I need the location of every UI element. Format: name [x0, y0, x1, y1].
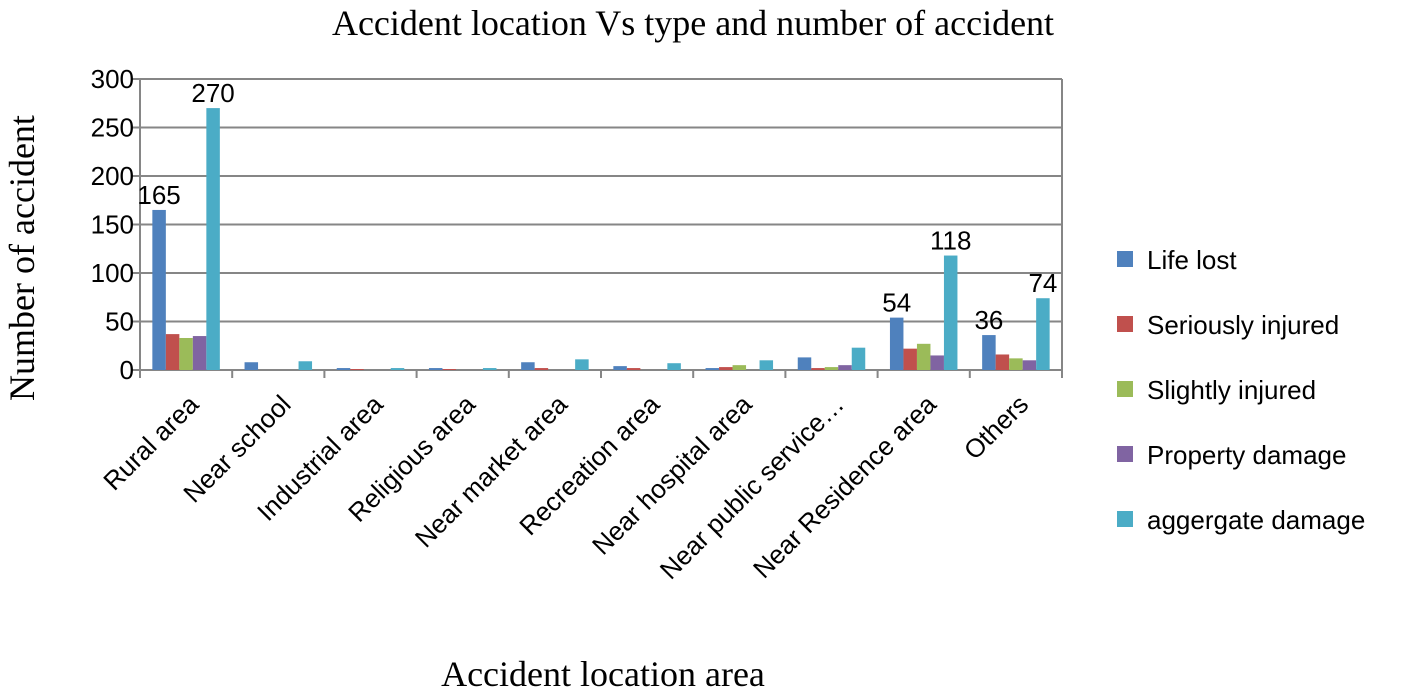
- bar: [759, 360, 774, 370]
- legend-label: Seriously injured: [1147, 310, 1339, 340]
- y-tick-label: 100: [91, 258, 134, 288]
- bar: [390, 368, 405, 370]
- x-tick-label: Near public service…: [654, 389, 850, 585]
- data-label: 118: [930, 226, 971, 256]
- bar: [930, 355, 944, 370]
- y-tick-label: 250: [91, 113, 134, 143]
- bar: [667, 363, 681, 370]
- legend-label: Property damage: [1147, 440, 1346, 470]
- bar: [298, 361, 313, 370]
- gridlines: [140, 78, 1062, 371]
- legend-swatch: [1117, 381, 1133, 397]
- legend-label: Life lost: [1147, 245, 1237, 275]
- bar: [244, 362, 259, 370]
- legend-label: aggergate damage: [1147, 505, 1365, 535]
- bar: [811, 368, 825, 370]
- data-label: 270: [191, 78, 234, 108]
- bar: [613, 366, 627, 370]
- legend-swatch: [1117, 446, 1133, 462]
- bar: [350, 369, 364, 370]
- bar: [1036, 298, 1050, 370]
- bars: [152, 108, 1050, 370]
- bar: [192, 336, 207, 370]
- y-tick-label: 300: [91, 64, 134, 94]
- bar: [165, 334, 180, 370]
- x-tick-label: Near Residence area: [747, 389, 942, 584]
- legend-swatch: [1117, 251, 1133, 267]
- bar: [482, 368, 497, 370]
- x-axis-title: Accident location area: [441, 654, 765, 694]
- bar: [851, 347, 866, 370]
- y-tick-label: 50: [105, 307, 134, 337]
- legend-swatch: [1117, 316, 1133, 332]
- data-label: 54: [882, 288, 911, 318]
- x-tick-label: Near market area: [409, 389, 574, 554]
- x-tick-label: Others: [958, 389, 1034, 465]
- legend: Life lost Seriously injured Slightly injur…: [1117, 245, 1365, 535]
- bar: [1022, 360, 1037, 370]
- bar: [838, 365, 852, 370]
- y-axis: 0 50 100 150 200 250 300: [91, 64, 140, 385]
- bar: [995, 354, 1010, 370]
- data-label: 36: [974, 305, 1003, 335]
- bar: [152, 209, 166, 370]
- bar: [824, 367, 839, 370]
- bar: [903, 348, 917, 370]
- bar: [336, 368, 351, 370]
- bar: [916, 343, 931, 370]
- legend-swatch: [1117, 511, 1133, 527]
- bar: [705, 368, 720, 370]
- bar: [521, 362, 535, 370]
- y-tick-label: 150: [91, 210, 134, 240]
- bar: [575, 359, 589, 370]
- bar: [179, 337, 193, 370]
- data-label: 165: [137, 180, 180, 210]
- bar: [534, 368, 549, 370]
- bar: [719, 367, 733, 370]
- bar: [206, 108, 220, 370]
- bar: [797, 357, 812, 370]
- y-tick-label: 200: [91, 161, 134, 191]
- bar: [982, 335, 996, 370]
- bar: [943, 255, 958, 370]
- bar: [626, 368, 641, 370]
- bar: [1009, 358, 1023, 370]
- bar: [732, 365, 747, 370]
- bar: [428, 368, 443, 370]
- legend-label: Slightly injured: [1147, 375, 1316, 405]
- data-label: 74: [1028, 268, 1057, 298]
- data-labels: 165 270 54 118 36 74: [137, 78, 1057, 335]
- x-tick-label: Near hospital area: [586, 389, 758, 561]
- y-tick-label: 0: [120, 355, 134, 385]
- bar: [442, 369, 456, 370]
- chart-title: Accident location Vs type and number of …: [332, 3, 1054, 43]
- y-axis-title: Number of accident: [2, 115, 42, 401]
- bar: [889, 317, 904, 370]
